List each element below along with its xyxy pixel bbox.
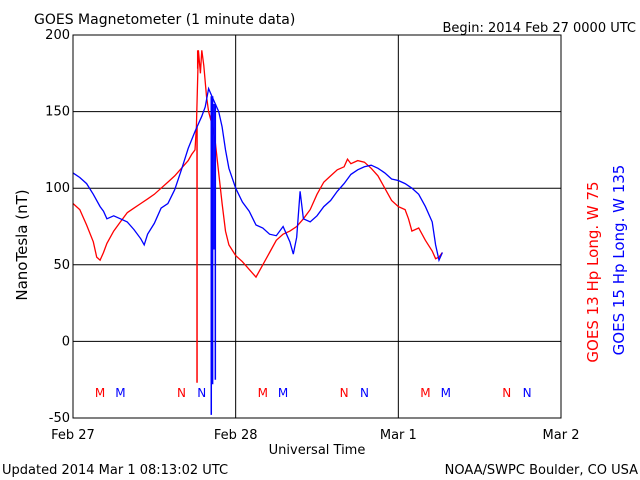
chart-title: GOES Magnetometer (1 minute data) — [34, 12, 295, 28]
annotation-n: N — [523, 386, 532, 400]
y-tick-label: 50 — [53, 258, 70, 273]
annotation-n: N — [197, 386, 206, 400]
annotation-n: N — [502, 386, 511, 400]
annotation-m: M — [258, 386, 268, 400]
x-tick-label: Feb 28 — [214, 428, 258, 443]
series-layer — [72, 50, 443, 415]
annotation-n: N — [340, 386, 349, 400]
credit-text: NOAA/SWPC Boulder, CO USA — [445, 463, 638, 478]
legend-goes15: GOES 15 Hp Long. W 135 — [610, 165, 628, 356]
annotation-m: M — [95, 386, 105, 400]
annotation-m: M — [115, 386, 125, 400]
x-tick-labels: Feb 27 Feb 28 Mar 1 Mar 2 — [51, 428, 579, 443]
updated-timestamp: Updated 2014 Mar 1 08:13:02 UTC — [2, 463, 228, 478]
x-axis-label: Universal Time — [269, 443, 366, 458]
annotation-m: M — [278, 386, 288, 400]
series-line-goes15 — [72, 86, 443, 263]
series-line-goes13 — [72, 50, 443, 279]
legend-goes13: GOES 13 Hp Long. W 75 — [584, 181, 602, 362]
y-tick-label: -50 — [49, 411, 70, 426]
annotation-m: M — [441, 386, 451, 400]
y-tick-labels: -50 0 50 100 150 200 — [45, 28, 70, 426]
y-tick-label: 200 — [45, 28, 70, 43]
plot-frame — [72, 34, 562, 419]
y-tick-label: 100 — [45, 181, 70, 196]
x-tick-label: Mar 2 — [543, 428, 580, 443]
annotation-n: N — [360, 386, 369, 400]
annotation-n: N — [177, 386, 186, 400]
x-tick-label: Mar 1 — [380, 428, 417, 443]
annotation-m: M — [420, 386, 430, 400]
x-tick-label: Feb 27 — [51, 428, 95, 443]
grid-lines — [73, 35, 561, 418]
y-tick-label: 150 — [45, 105, 70, 120]
y-tick-label: 0 — [62, 334, 70, 349]
begin-date: Begin: 2014 Feb 27 0000 UTC — [442, 21, 636, 36]
y-axis-label: NanoTesla (nT) — [13, 189, 31, 300]
